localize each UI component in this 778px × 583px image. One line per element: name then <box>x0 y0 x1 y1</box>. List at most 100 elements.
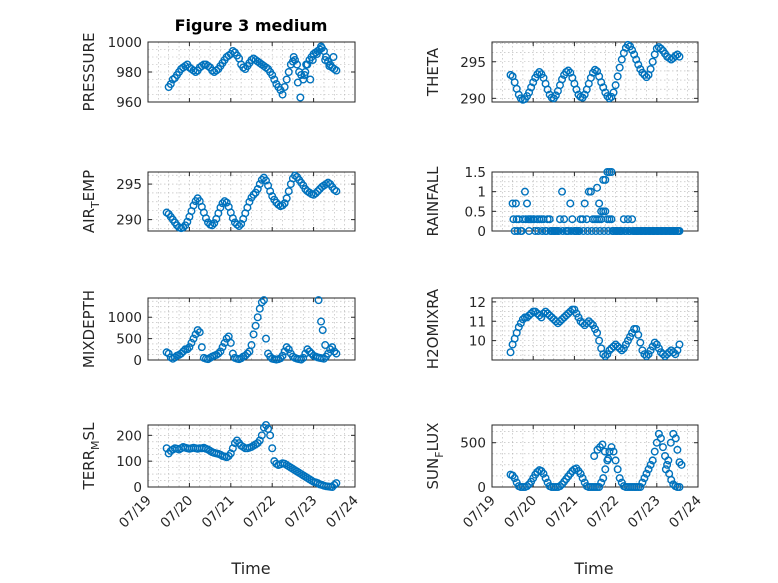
y-axis-label-rest: EMP <box>80 170 98 201</box>
y-tick-label: 290 <box>460 91 486 107</box>
data-point <box>591 325 600 334</box>
data-point <box>187 338 196 347</box>
data-point <box>235 222 244 231</box>
data-point <box>270 75 279 84</box>
data-point <box>654 344 663 353</box>
data-point <box>650 338 659 347</box>
data-point <box>642 469 651 478</box>
data-point <box>636 338 645 347</box>
data-point <box>580 199 589 208</box>
data-point <box>332 66 341 75</box>
data-point <box>249 330 258 339</box>
data-point <box>630 50 639 59</box>
data-point <box>657 226 666 235</box>
data-point <box>278 351 287 360</box>
data-point <box>332 187 341 196</box>
data-point <box>214 349 223 358</box>
data-point <box>535 67 544 76</box>
data-point <box>179 223 188 232</box>
data-point <box>183 217 192 226</box>
data-point <box>665 226 674 235</box>
data-point <box>185 343 194 352</box>
data-point <box>210 219 219 228</box>
data-point <box>562 226 571 235</box>
data-point <box>314 296 323 305</box>
data-point <box>523 199 532 208</box>
subplot-pressure: 960 980 1000 PRESSURE <box>80 33 356 111</box>
data-point <box>646 65 655 74</box>
data-point <box>677 460 686 469</box>
data-point <box>576 469 585 478</box>
data-point <box>255 180 264 189</box>
data-point <box>600 226 609 235</box>
data-point <box>626 332 635 341</box>
data-point <box>542 226 551 235</box>
data-point <box>514 323 523 332</box>
data-point <box>613 72 622 81</box>
subplot-h2omixra: 10 11 12 H2OMIXRA <box>424 288 699 369</box>
y-tick-label: 1000 <box>108 35 142 51</box>
data-point <box>604 226 613 235</box>
data-point <box>330 480 339 489</box>
data-point <box>313 187 322 196</box>
subplot-mixdepth: 0 500 1000 MIXDEPTH <box>80 290 356 369</box>
figure-title: Figure 3 medium <box>175 16 328 35</box>
data-point <box>259 296 268 305</box>
data-point <box>280 199 289 208</box>
data-point <box>237 219 246 228</box>
data-point <box>280 82 289 91</box>
data-point <box>604 454 613 463</box>
data-point <box>597 78 606 87</box>
data-point <box>638 346 647 355</box>
data-point <box>623 336 632 345</box>
data-point <box>616 226 625 235</box>
data-point <box>646 346 655 355</box>
data-point <box>611 456 620 465</box>
axes-frame <box>491 424 699 488</box>
y-axis-label-subscript: F <box>433 451 446 457</box>
data-point <box>216 203 225 212</box>
data-point <box>656 44 665 53</box>
data-point <box>609 447 618 456</box>
data-point <box>597 478 606 487</box>
data-point <box>656 434 665 443</box>
data-point <box>555 482 564 491</box>
data-point <box>586 319 595 328</box>
data-point <box>642 352 651 361</box>
data-point <box>530 215 539 224</box>
data-point <box>617 346 626 355</box>
axes-frame <box>491 41 699 103</box>
data-point <box>558 226 567 235</box>
data-point <box>593 215 602 224</box>
y-tick-label: 1000 <box>108 310 142 326</box>
data-point <box>570 305 579 314</box>
axes-frame <box>147 297 356 361</box>
data-point <box>634 330 643 339</box>
y-tick-label: 960 <box>116 95 142 111</box>
data-point <box>599 350 608 359</box>
data-point <box>306 75 315 84</box>
data-point <box>197 343 206 352</box>
data-point <box>600 447 609 456</box>
data-point <box>257 175 266 184</box>
data-point <box>317 42 326 51</box>
data-point <box>247 341 256 350</box>
data-point <box>251 321 260 330</box>
data-point <box>603 92 612 101</box>
data-point <box>228 349 237 358</box>
data-point <box>649 226 658 235</box>
data-point <box>278 201 287 210</box>
subplot-rainfall: 0 0.5 1 1.5 RAINFALL <box>424 165 699 240</box>
data-point <box>560 215 569 224</box>
data-point <box>673 445 682 454</box>
data-point <box>191 67 200 76</box>
data-point <box>268 444 277 453</box>
data-point <box>183 345 192 354</box>
y-axis-label-rest: SL <box>80 422 98 441</box>
data-point <box>266 187 275 196</box>
y-axis-label-subscript: M <box>89 440 102 450</box>
y-axis-label-subscript: T <box>89 201 102 209</box>
data-point <box>266 431 275 440</box>
data-point <box>667 475 676 484</box>
data-point <box>579 226 588 235</box>
